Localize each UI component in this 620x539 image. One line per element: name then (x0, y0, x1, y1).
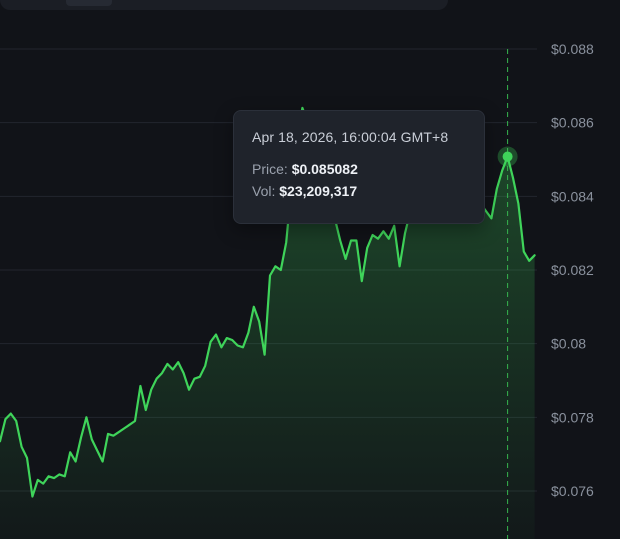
tooltip-volume-value: $23,209,317 (279, 183, 358, 199)
y-tick-label: $0.084 (551, 188, 594, 204)
hover-point (502, 151, 513, 162)
toolbar-button[interactable] (66, 0, 112, 6)
tooltip-price-value: $0.085082 (291, 161, 358, 177)
y-tick-label: $0.086 (551, 115, 594, 131)
tooltip-volume-row: Vol: $23,209,317 (252, 183, 466, 199)
tooltip-date: Apr 18, 2026, 16:00:04 GMT+8 (252, 129, 449, 145)
y-tick-label: $0.08 (551, 336, 586, 352)
tooltip-volume-label: Vol: (252, 183, 276, 199)
tooltip-price-row: Price: $0.085082 (252, 161, 466, 177)
y-tick-label: $0.078 (551, 409, 594, 425)
y-tick-label: $0.076 (551, 483, 594, 499)
tooltip-price-label: Price: (252, 161, 288, 177)
y-tick-label: $0.082 (551, 262, 594, 278)
chart-toolbar (0, 0, 448, 10)
hover-tooltip: Apr 18, 2026, 16:00:04 GMT+8 Price: $0.0… (233, 110, 485, 224)
y-tick-label: $0.088 (551, 41, 594, 57)
